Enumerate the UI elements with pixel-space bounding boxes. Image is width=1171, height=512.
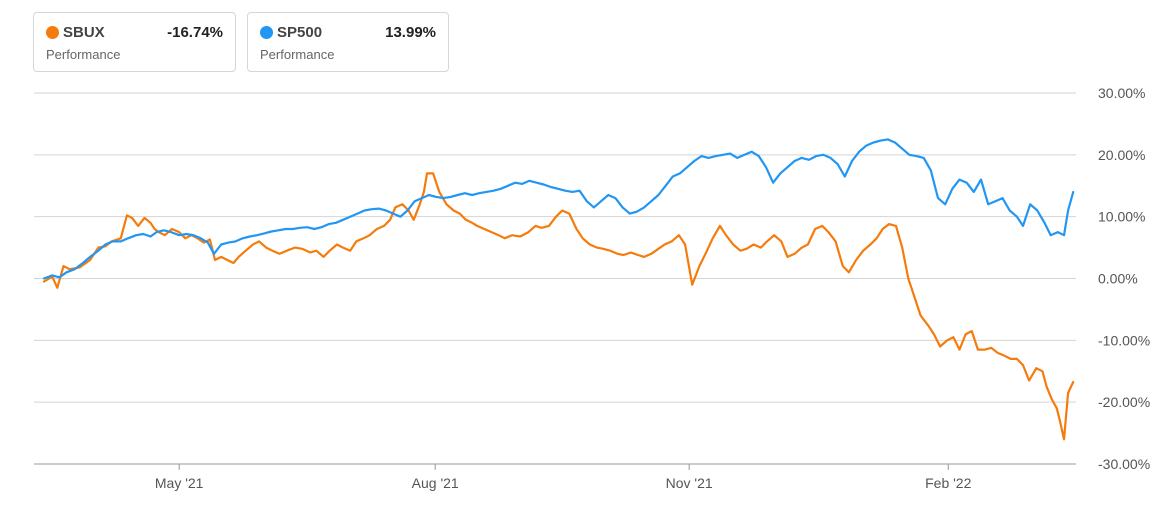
y-tick-label: 30.00% <box>1098 85 1145 101</box>
x-tick-label: May '21 <box>155 475 204 491</box>
y-tick-label: -20.00% <box>1098 394 1150 410</box>
y-tick-label: 10.00% <box>1098 209 1145 225</box>
y-tick-label: -30.00% <box>1098 456 1150 472</box>
series-line-sp500 <box>42 138 1075 280</box>
sbux-color-dot <box>46 26 59 39</box>
legend-value: 13.99% <box>385 24 436 41</box>
y-tick-label: 0.00% <box>1098 271 1138 287</box>
legend-ticker: SBUX <box>63 24 105 41</box>
legend-sub: Performance <box>46 47 121 62</box>
legend-sub: Performance <box>260 47 335 62</box>
legend-card-sp500[interactable]: SP500 Performance 13.99% <box>247 12 449 72</box>
sp500-color-dot <box>260 26 273 39</box>
y-tick-label: -10.00% <box>1098 332 1150 348</box>
legend-value: -16.74% <box>167 24 223 41</box>
y-tick-label: 20.00% <box>1098 147 1145 163</box>
series-lines <box>42 138 1075 441</box>
legend-card-sbux[interactable]: SBUX Performance -16.74% <box>33 12 236 72</box>
x-tick-label: Feb '22 <box>925 475 971 491</box>
x-tick-label: Aug '21 <box>412 475 459 491</box>
legend-ticker: SP500 <box>277 24 323 41</box>
y-axis: 30.00% 20.00% 10.00% 0.00% -10.00% -20.00% -30… <box>1098 85 1150 472</box>
series-line-sbux <box>42 172 1075 441</box>
x-tick-label: Nov '21 <box>666 475 713 491</box>
x-axis: May '21 Aug '21 Nov '21 Feb '22 <box>34 463 1076 491</box>
chart-grid <box>34 92 1076 465</box>
